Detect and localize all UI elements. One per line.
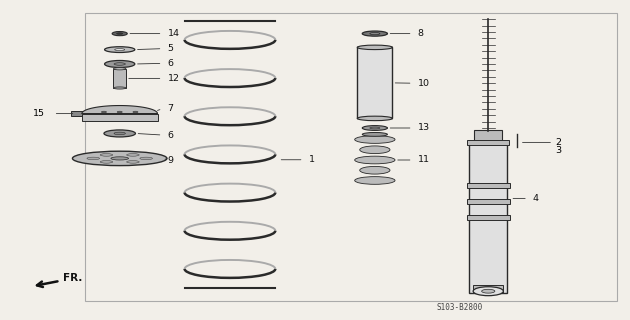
Ellipse shape: [100, 161, 113, 163]
Text: 7: 7: [168, 104, 174, 113]
Bar: [473, 285, 503, 293]
Text: 12: 12: [168, 74, 180, 83]
Ellipse shape: [100, 154, 113, 156]
Text: 10: 10: [418, 79, 430, 88]
Ellipse shape: [140, 157, 152, 160]
Text: 6: 6: [168, 59, 174, 68]
Ellipse shape: [370, 33, 380, 35]
Ellipse shape: [104, 130, 135, 137]
Bar: [82, 114, 158, 121]
Ellipse shape: [357, 45, 392, 50]
Text: 13: 13: [418, 124, 430, 132]
Text: 8: 8: [418, 29, 424, 38]
Text: FR.: FR.: [37, 273, 83, 287]
Ellipse shape: [360, 166, 390, 174]
Ellipse shape: [72, 151, 167, 166]
Bar: [71, 111, 84, 116]
Bar: [85, 13, 617, 301]
Ellipse shape: [357, 116, 392, 121]
Ellipse shape: [362, 132, 387, 136]
Text: 4: 4: [533, 194, 539, 203]
Text: 1: 1: [309, 155, 315, 164]
Ellipse shape: [87, 157, 100, 160]
Text: 11: 11: [418, 156, 430, 164]
Ellipse shape: [117, 111, 122, 113]
Ellipse shape: [105, 60, 135, 68]
Ellipse shape: [360, 146, 390, 154]
Text: 3: 3: [556, 146, 562, 155]
Text: 14: 14: [168, 29, 180, 38]
Ellipse shape: [105, 47, 135, 52]
Bar: [466, 199, 510, 204]
Ellipse shape: [113, 68, 126, 70]
Ellipse shape: [112, 32, 127, 36]
Ellipse shape: [127, 161, 139, 163]
Ellipse shape: [355, 136, 395, 143]
Bar: [469, 142, 507, 293]
Text: S103-B2800: S103-B2800: [437, 303, 483, 312]
Bar: [113, 69, 126, 88]
Ellipse shape: [115, 49, 125, 51]
Ellipse shape: [133, 111, 138, 113]
Ellipse shape: [355, 177, 395, 184]
Bar: [357, 47, 392, 118]
Text: 6: 6: [168, 131, 174, 140]
Text: 2: 2: [556, 138, 562, 147]
Ellipse shape: [370, 127, 380, 129]
Ellipse shape: [111, 157, 129, 160]
Ellipse shape: [127, 154, 139, 156]
Text: 9: 9: [168, 156, 174, 165]
Bar: [466, 215, 510, 220]
Ellipse shape: [362, 31, 387, 36]
Polygon shape: [82, 106, 158, 114]
Ellipse shape: [481, 289, 495, 293]
Ellipse shape: [113, 87, 126, 89]
Ellipse shape: [355, 156, 395, 164]
Ellipse shape: [473, 287, 503, 296]
Ellipse shape: [101, 111, 106, 113]
Ellipse shape: [362, 125, 387, 131]
Bar: [467, 140, 509, 145]
Bar: [466, 183, 510, 188]
Bar: [474, 130, 502, 142]
Ellipse shape: [117, 33, 123, 35]
Ellipse shape: [114, 132, 125, 135]
Text: 5: 5: [168, 44, 174, 53]
Ellipse shape: [114, 63, 125, 65]
Text: 15: 15: [33, 109, 45, 118]
